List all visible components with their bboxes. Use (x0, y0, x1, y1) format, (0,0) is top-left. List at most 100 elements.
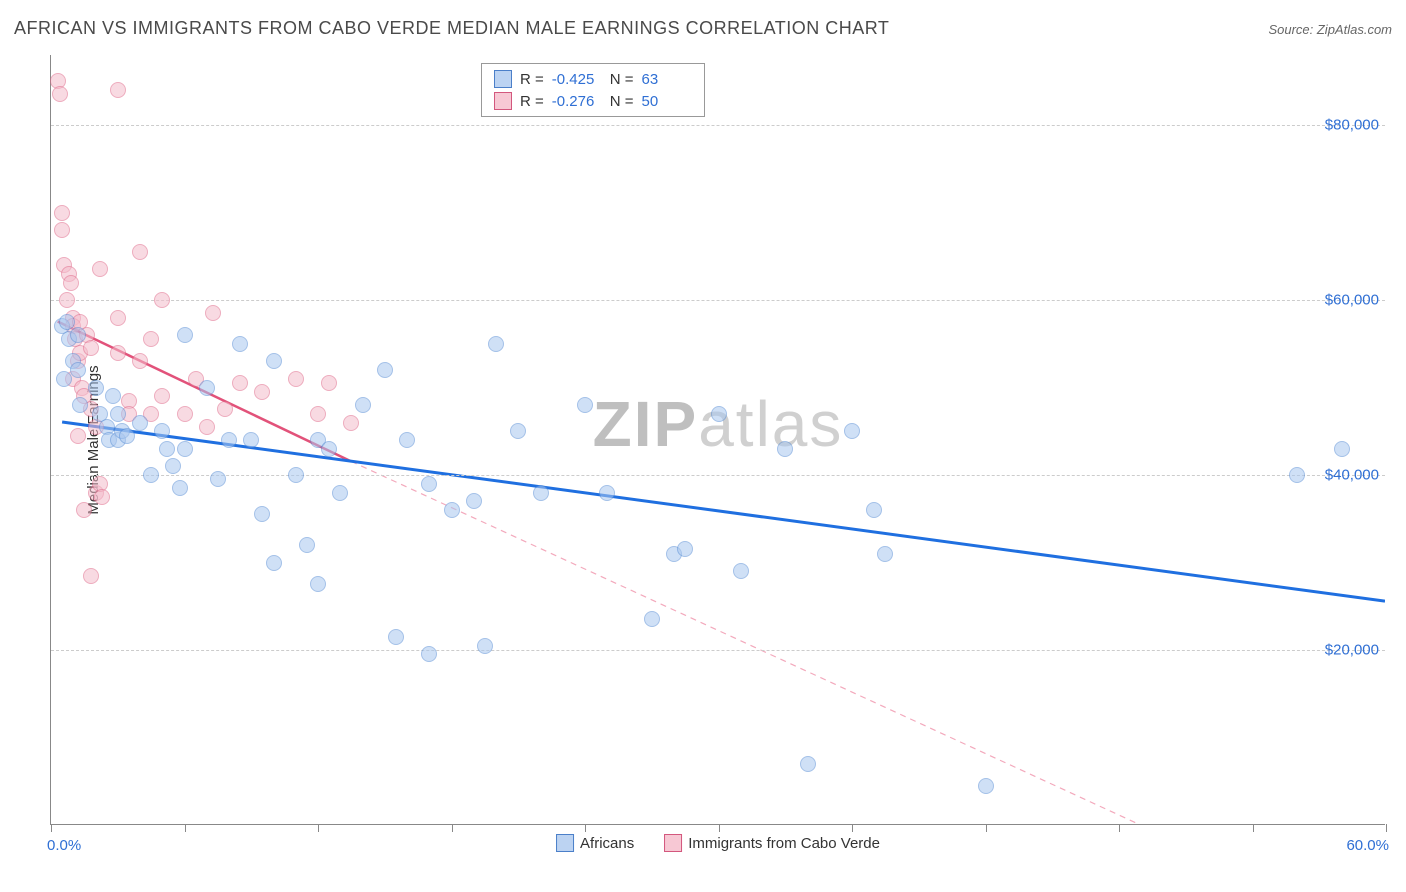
chart-title: AFRICAN VS IMMIGRANTS FROM CABO VERDE ME… (14, 18, 889, 39)
data-point (399, 432, 415, 448)
gridline (51, 300, 1385, 301)
data-point (466, 493, 482, 509)
swatch-icon (494, 70, 512, 88)
data-point (54, 222, 70, 238)
data-point (243, 432, 259, 448)
swatch-icon (556, 834, 574, 852)
stat-n-label: N = (610, 93, 634, 110)
x-tick (318, 824, 319, 832)
data-point (143, 331, 159, 347)
gridline (51, 125, 1385, 126)
data-point (310, 576, 326, 592)
data-point (321, 441, 337, 457)
data-point (110, 345, 126, 361)
data-point (266, 555, 282, 571)
data-point (132, 415, 148, 431)
data-point (299, 537, 315, 553)
legend-label: Immigrants from Cabo Verde (688, 835, 880, 852)
data-point (132, 244, 148, 260)
x-axis-min-label: 0.0% (47, 837, 81, 854)
legend-label: Africans (580, 835, 634, 852)
data-point (70, 327, 86, 343)
data-point (199, 419, 215, 435)
y-tick-label: $20,000 (1325, 642, 1379, 659)
data-point (577, 397, 593, 413)
swatch-icon (494, 92, 512, 110)
data-point (343, 415, 359, 431)
x-tick (585, 824, 586, 832)
data-point (110, 406, 126, 422)
data-point (533, 485, 549, 501)
stat-r-value: -0.276 (552, 93, 602, 110)
data-point (52, 86, 68, 102)
data-point (477, 638, 493, 654)
data-point (677, 541, 693, 557)
data-point (1334, 441, 1350, 457)
x-tick (51, 824, 52, 832)
title-bar: AFRICAN VS IMMIGRANTS FROM CABO VERDE ME… (14, 18, 1392, 39)
gridline (51, 475, 1385, 476)
data-point (154, 423, 170, 439)
data-point (388, 629, 404, 645)
x-tick (1119, 824, 1120, 832)
data-point (844, 423, 860, 439)
data-point (644, 611, 660, 627)
data-point (877, 546, 893, 562)
data-point (177, 327, 193, 343)
data-point (110, 82, 126, 98)
watermark-light: atlas (698, 388, 843, 460)
data-point (266, 353, 282, 369)
stat-r-value: -0.425 (552, 71, 602, 88)
data-point (355, 397, 371, 413)
data-point (83, 340, 99, 356)
data-point (777, 441, 793, 457)
stats-row-0: R = -0.425 N = 63 (494, 68, 692, 90)
data-point (510, 423, 526, 439)
legend-item-0: Africans (556, 834, 634, 852)
data-point (421, 646, 437, 662)
x-tick (986, 824, 987, 832)
x-axis-max-label: 60.0% (1346, 837, 1389, 854)
data-point (800, 756, 816, 772)
y-tick-label: $80,000 (1325, 117, 1379, 134)
data-point (92, 261, 108, 277)
x-tick (719, 824, 720, 832)
stat-n-label: N = (610, 71, 634, 88)
data-point (94, 489, 110, 505)
swatch-icon (664, 834, 682, 852)
data-point (599, 485, 615, 501)
data-point (59, 292, 75, 308)
y-tick-label: $60,000 (1325, 292, 1379, 309)
stat-n-value: 50 (642, 93, 692, 110)
data-point (154, 388, 170, 404)
watermark-bold: ZIP (593, 388, 699, 460)
data-point (866, 502, 882, 518)
data-point (210, 471, 226, 487)
data-point (70, 362, 86, 378)
gridline (51, 650, 1385, 651)
data-point (70, 428, 86, 444)
data-point (377, 362, 393, 378)
data-point (444, 502, 460, 518)
data-point (978, 778, 994, 794)
x-tick (852, 824, 853, 832)
data-point (733, 563, 749, 579)
data-point (110, 310, 126, 326)
stats-legend: R = -0.425 N = 63 R = -0.276 N = 50 (481, 63, 705, 117)
data-point (72, 397, 88, 413)
data-point (165, 458, 181, 474)
data-point (288, 371, 304, 387)
stat-n-value: 63 (642, 71, 692, 88)
legend-item-1: Immigrants from Cabo Verde (664, 834, 880, 852)
x-tick (185, 824, 186, 832)
data-point (232, 375, 248, 391)
stat-r-label: R = (520, 93, 544, 110)
x-tick (1253, 824, 1254, 832)
watermark: ZIPatlas (593, 387, 844, 461)
data-point (221, 432, 237, 448)
data-point (172, 480, 188, 496)
data-point (421, 476, 437, 492)
data-point (105, 388, 121, 404)
data-point (54, 205, 70, 221)
data-point (177, 406, 193, 422)
